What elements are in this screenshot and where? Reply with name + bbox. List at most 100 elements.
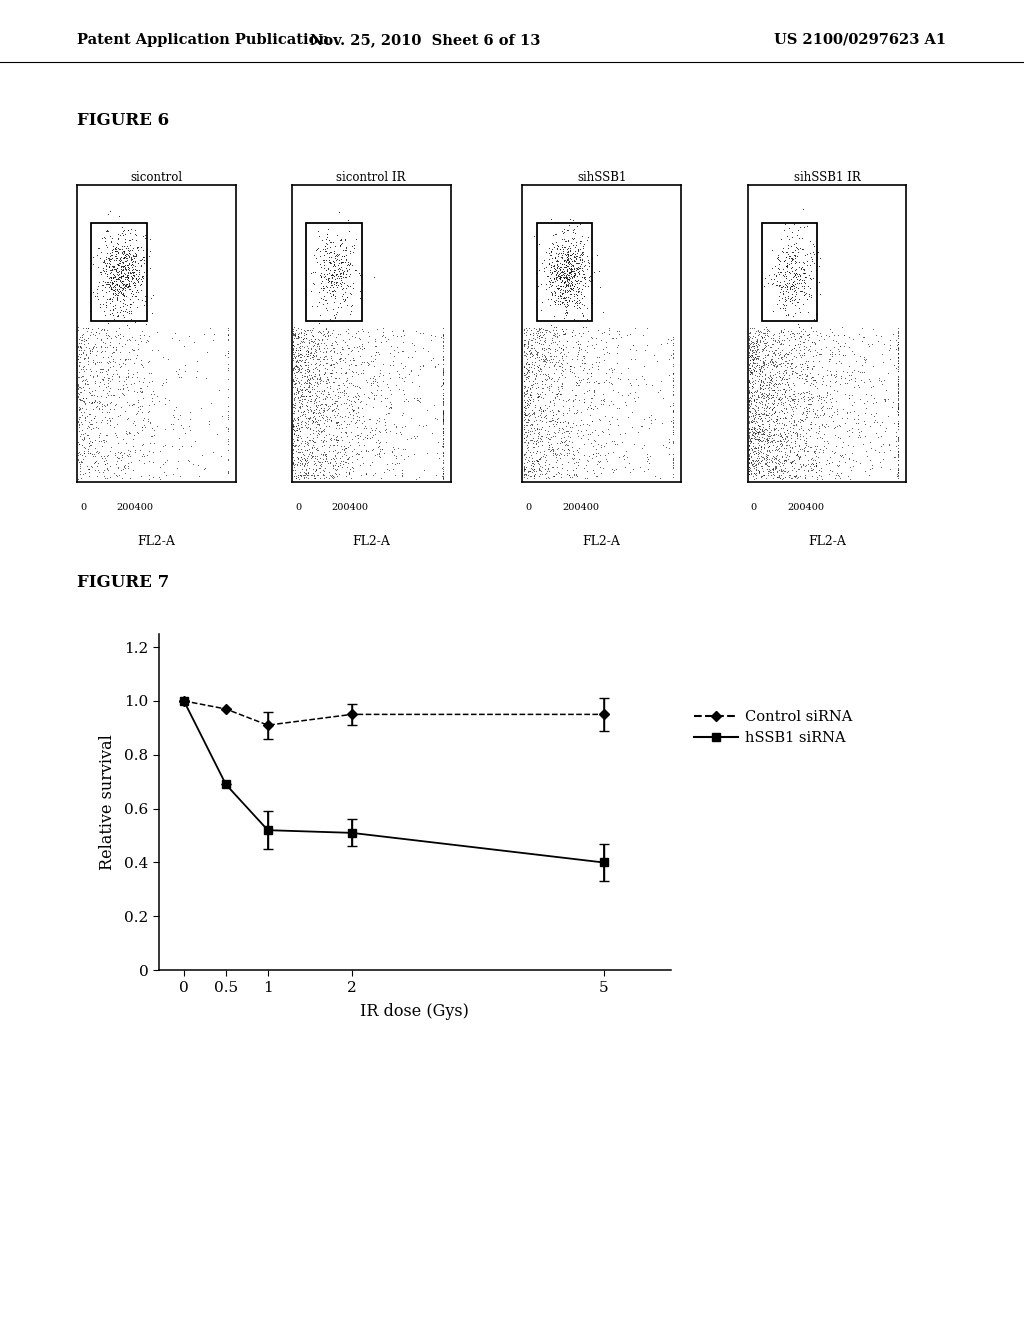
Point (86, 371, 102, 392)
Point (769, 405, 785, 426)
Point (753, 441, 769, 462)
Point (566, 263, 583, 284)
Point (516, 465, 532, 486)
Point (864, 457, 881, 478)
Point (798, 396, 814, 417)
Point (315, 426, 332, 447)
Point (387, 465, 403, 486)
Point (561, 209, 578, 230)
Point (543, 269, 559, 290)
Point (368, 432, 384, 453)
Point (542, 346, 558, 367)
Point (306, 379, 323, 400)
Point (543, 240, 559, 261)
Point (800, 325, 816, 346)
Point (104, 273, 121, 294)
Point (760, 465, 776, 486)
Point (327, 384, 343, 405)
Point (788, 425, 805, 446)
Point (795, 367, 811, 388)
Point (541, 265, 557, 286)
Point (306, 391, 323, 412)
Point (124, 261, 140, 282)
Point (91, 322, 108, 343)
Point (775, 407, 792, 428)
Point (786, 294, 803, 315)
Point (135, 371, 152, 392)
Point (568, 294, 585, 315)
Point (811, 256, 827, 277)
Point (553, 267, 569, 288)
Point (784, 451, 801, 473)
Point (583, 362, 599, 383)
Point (847, 367, 863, 388)
Point (154, 375, 170, 396)
Point (519, 338, 536, 359)
Point (788, 428, 805, 449)
Point (793, 354, 809, 375)
Point (119, 330, 135, 351)
Point (132, 399, 148, 420)
Point (767, 457, 783, 478)
Point (350, 409, 367, 430)
Point (101, 267, 118, 288)
Point (316, 239, 333, 260)
Point (639, 335, 655, 356)
Point (286, 434, 302, 455)
Point (318, 348, 335, 370)
Point (741, 347, 758, 368)
Point (115, 273, 131, 294)
Point (767, 339, 783, 360)
Point (761, 416, 777, 437)
Point (91, 391, 108, 412)
Point (565, 249, 582, 271)
Point (574, 413, 591, 434)
Point (766, 425, 782, 446)
Point (354, 334, 371, 355)
Point (571, 244, 588, 265)
Point (143, 391, 160, 412)
Point (108, 393, 124, 414)
Point (109, 285, 125, 306)
Point (327, 246, 343, 267)
Point (777, 391, 794, 412)
Point (532, 399, 549, 420)
Point (749, 454, 765, 475)
Point (295, 385, 311, 407)
Point (754, 393, 770, 414)
Point (665, 385, 681, 407)
Point (774, 346, 791, 367)
Point (523, 420, 540, 441)
Point (143, 288, 160, 309)
Point (770, 449, 786, 470)
Point (567, 292, 584, 313)
Point (434, 469, 451, 490)
Point (84, 384, 100, 405)
Point (767, 418, 783, 440)
Point (749, 337, 765, 358)
Point (117, 256, 133, 277)
Point (338, 392, 354, 413)
Point (741, 330, 758, 351)
Point (336, 290, 352, 312)
Point (777, 451, 794, 473)
Point (595, 301, 611, 322)
Point (659, 329, 676, 350)
Point (890, 355, 906, 376)
Point (121, 273, 137, 294)
Point (288, 327, 304, 348)
Point (564, 459, 581, 480)
Point (296, 327, 312, 348)
Point (802, 437, 818, 458)
Point (534, 327, 550, 348)
Point (102, 346, 119, 367)
Point (530, 333, 547, 354)
Point (626, 434, 642, 455)
Point (756, 352, 772, 374)
Point (95, 380, 112, 401)
Point (399, 391, 416, 412)
Point (558, 301, 574, 322)
Point (774, 367, 791, 388)
Point (756, 403, 772, 424)
Point (71, 411, 87, 432)
